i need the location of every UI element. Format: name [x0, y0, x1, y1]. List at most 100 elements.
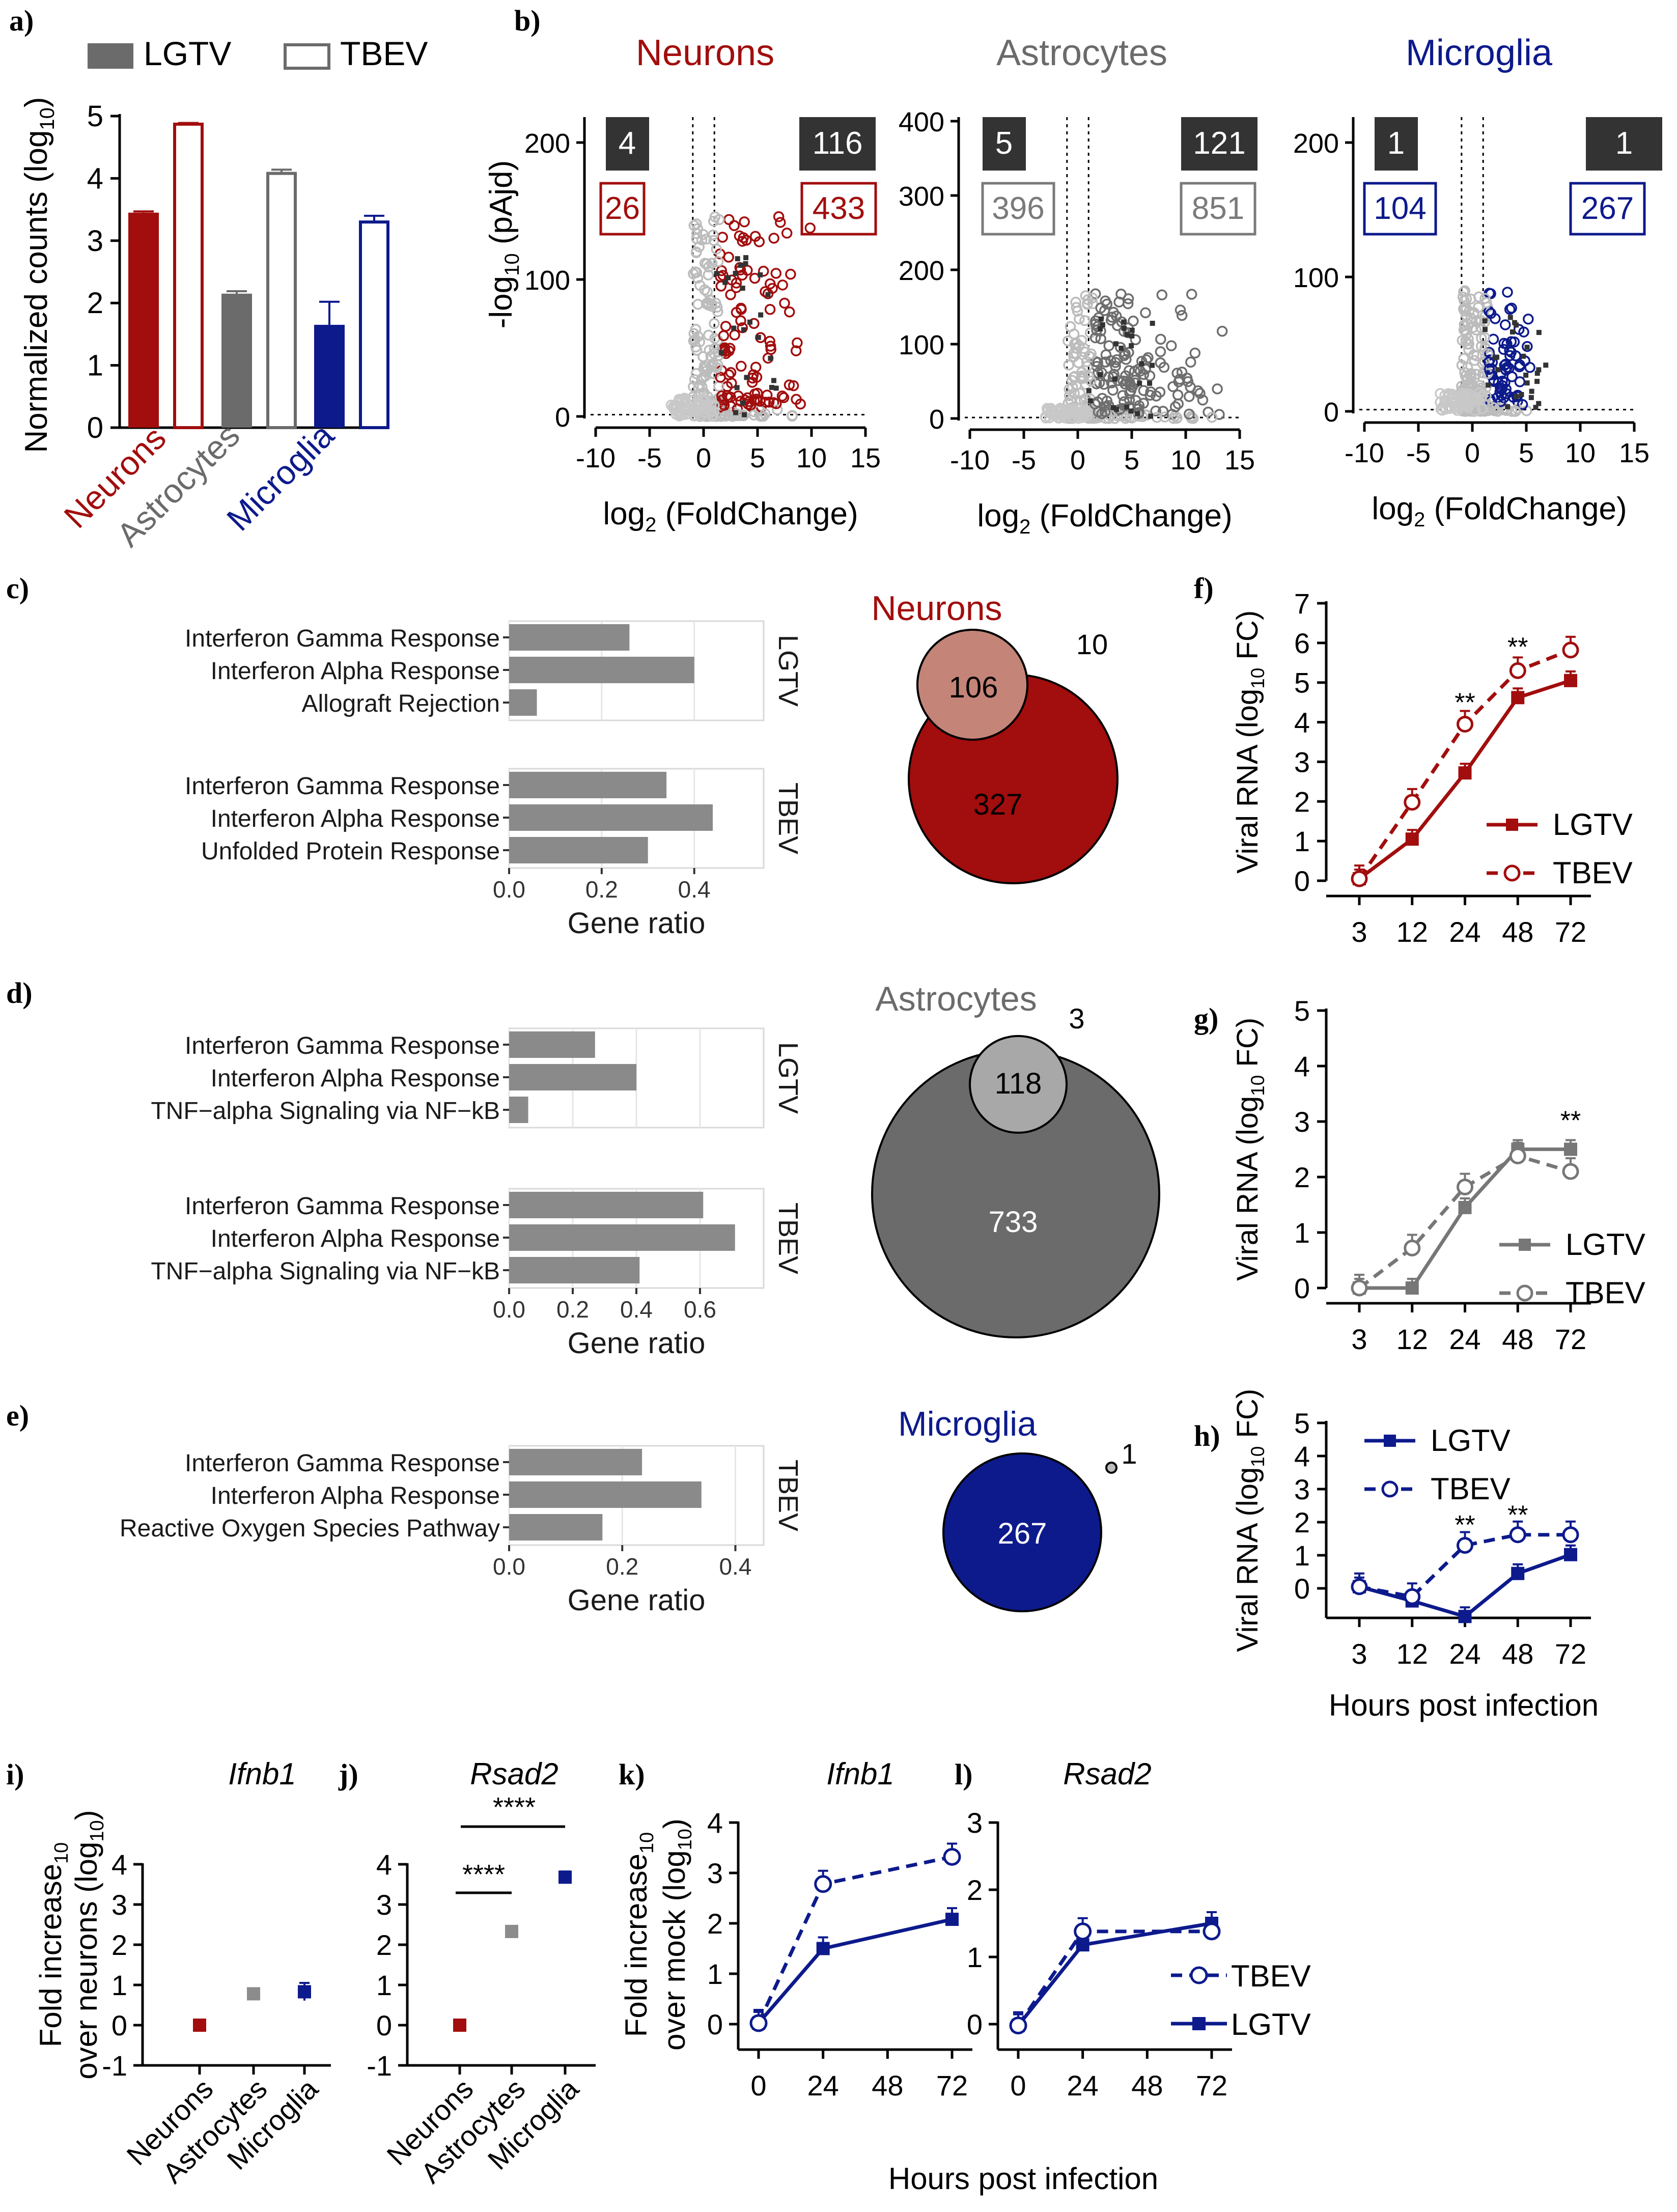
data-point-tbev	[1509, 1526, 1526, 1544]
y-tick-label: 0	[929, 404, 944, 435]
x-tick-label: 10	[796, 443, 827, 473]
legend-marker-lgtv	[1519, 1239, 1531, 1251]
term-label: Interferon Alpha Response	[211, 1482, 500, 1509]
data-point	[693, 241, 705, 253]
data-point	[735, 315, 746, 326]
x-tick-label: -5	[1406, 438, 1431, 468]
data-point	[1110, 405, 1116, 410]
y-tick-label: 3	[967, 1807, 983, 1839]
y-tick-label: 4	[111, 1849, 127, 1881]
data-point	[1130, 334, 1141, 346]
data-point	[719, 350, 724, 355]
data-point	[761, 389, 773, 401]
volcano-title: Microglia	[1406, 33, 1553, 73]
x-tick-label: 5	[1124, 445, 1139, 475]
data-point	[1071, 379, 1082, 391]
y-tick-label: 4	[1294, 707, 1310, 739]
data-point	[1115, 288, 1127, 300]
x-tick-label: 24	[1449, 1638, 1480, 1670]
x-tick-label: 15	[1619, 438, 1650, 468]
data-point	[769, 385, 774, 390]
count-up-tbev: 851	[1192, 191, 1244, 226]
x-tick-label: 0.4	[719, 1553, 751, 1580]
y-tick-label: 1	[376, 1969, 392, 2001]
y-tick-label: 4	[376, 1849, 392, 1881]
data-point	[1462, 339, 1473, 350]
venn-count-overlap: 106	[949, 671, 998, 704]
y-tick-label: 400	[899, 107, 944, 137]
data-point	[1135, 411, 1140, 416]
data-point	[1147, 380, 1153, 386]
data-point	[709, 318, 720, 329]
data-point	[1533, 405, 1539, 410]
x-tick-label: 72	[1555, 1638, 1586, 1670]
data-point	[1155, 357, 1166, 369]
data-point	[723, 251, 734, 263]
data-point	[1495, 367, 1501, 373]
series-line-lgtv	[757, 1917, 953, 2025]
bar	[509, 1481, 702, 1508]
y-tick-label: 2	[87, 287, 103, 320]
data-point	[1137, 380, 1142, 386]
venn-count-big: 327	[973, 788, 1023, 821]
data-point	[1523, 372, 1529, 378]
data-point	[785, 268, 796, 280]
x-tick-label: 0.0	[493, 876, 525, 903]
bar	[509, 1224, 735, 1251]
data-point	[1510, 405, 1521, 417]
y-tick-label: 3	[376, 1889, 392, 1921]
data-point	[1459, 389, 1470, 400]
data-point	[1522, 341, 1533, 352]
count-up-tbev: 433	[813, 191, 865, 226]
x-tick-label: 24	[1067, 2069, 1099, 2102]
data-point	[679, 393, 690, 404]
y-axis-label-line2: over neurons (log10)	[69, 1810, 108, 2079]
y-tick-label: 4	[87, 162, 103, 195]
data-point-lgtv	[1511, 1566, 1525, 1580]
data-point	[1172, 389, 1184, 401]
data-point	[741, 327, 746, 332]
data-point	[711, 362, 722, 374]
data-point	[1482, 327, 1488, 332]
data-point	[1465, 313, 1476, 324]
data-point	[791, 394, 802, 405]
data-point-lgtv	[1405, 1281, 1419, 1295]
x-tick-label: 0.4	[620, 1296, 653, 1323]
legend-tbev: TBEV	[1431, 1472, 1511, 1506]
count-box-down-tbev	[981, 182, 1055, 236]
x-tick-label: 3	[1351, 1323, 1367, 1355]
legend-marker-lgtv	[1192, 2017, 1206, 2030]
data-point	[739, 216, 750, 228]
data-point	[747, 369, 759, 380]
data-point	[1189, 347, 1201, 359]
x-tick-label: -10	[950, 445, 990, 475]
bar-tbev	[173, 122, 204, 430]
data-point	[1103, 340, 1114, 351]
y-axis-label: Viral RNA (log10 FC)	[1231, 1018, 1268, 1281]
data-point	[1110, 360, 1121, 372]
legend-lgtv: LGTV	[1553, 807, 1633, 842]
data-point	[1148, 413, 1154, 419]
x-tick-label: -5	[637, 443, 662, 473]
bar	[509, 772, 667, 798]
data-point	[1183, 408, 1195, 420]
data-point	[1197, 395, 1209, 406]
data-point	[1129, 343, 1134, 349]
x-tick-label: 12	[1396, 1638, 1428, 1670]
data-point	[1082, 299, 1093, 310]
y-tick-label: 3	[87, 225, 103, 258]
y-tick-label: 2	[1294, 1161, 1310, 1193]
data-point	[719, 342, 731, 353]
data-point	[1071, 302, 1082, 313]
y-tick-label: 1	[87, 349, 103, 382]
data-point	[1523, 314, 1534, 325]
data-point	[1500, 383, 1512, 395]
bar	[509, 1514, 603, 1541]
data-point	[1122, 298, 1134, 310]
data-point	[1106, 377, 1117, 388]
data-point	[773, 211, 785, 222]
x-tick-label: 0	[750, 2069, 766, 2102]
count-box-up-tbev	[1180, 182, 1256, 236]
data-point	[734, 230, 745, 242]
data-point	[788, 380, 799, 391]
